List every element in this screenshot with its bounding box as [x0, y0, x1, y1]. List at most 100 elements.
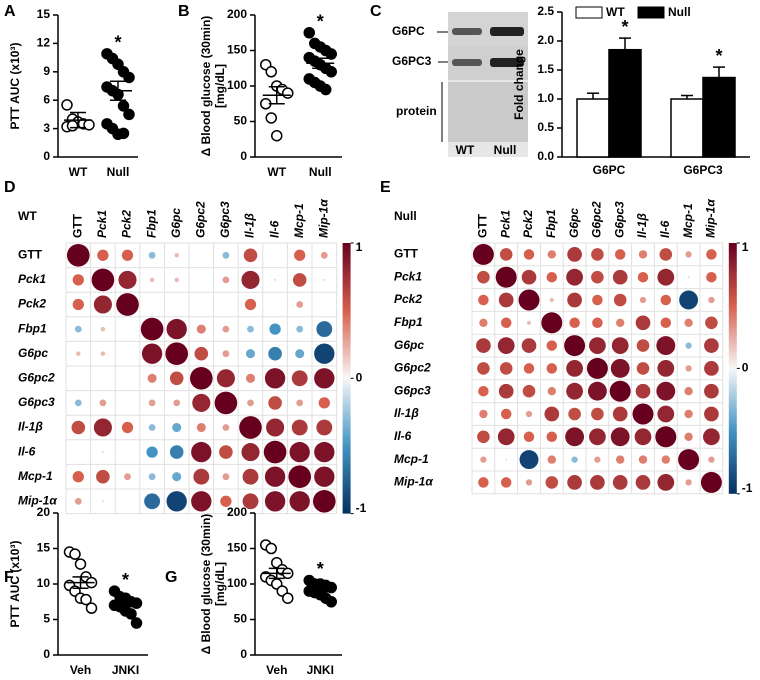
data-point: [325, 48, 337, 60]
correlation-circle: [241, 270, 260, 289]
correlation-circle: [269, 323, 281, 335]
y-tick-label: 150: [227, 43, 247, 57]
column-label: Pck2: [521, 210, 535, 238]
correlation-circle: [194, 346, 209, 361]
correlation-circle: [661, 455, 670, 464]
correlation-circle: [684, 387, 693, 396]
colorbar: [728, 243, 737, 494]
correlation-circle: [569, 317, 580, 329]
data-point: [303, 27, 315, 39]
correlation-circle: [291, 370, 308, 387]
y-tick-label: 200: [227, 505, 247, 519]
correlation-circle: [101, 500, 105, 503]
correlation-circle: [316, 419, 333, 436]
correlation-circle: [222, 276, 230, 284]
correlation-circle: [72, 298, 84, 311]
correlation-circle: [242, 493, 259, 510]
correlation-circle: [545, 476, 559, 489]
data-point: [325, 66, 337, 78]
correlation-circle: [519, 450, 539, 470]
correlation-circle: [288, 465, 312, 489]
correlation-circle: [74, 325, 82, 333]
data-point: [282, 592, 294, 604]
blot-lane-label: Null: [494, 143, 517, 157]
data-point: [61, 99, 73, 111]
correlation-circle: [587, 381, 607, 401]
correlation-circle: [320, 251, 328, 259]
data-point: [271, 129, 283, 142]
correlation-circle: [546, 340, 558, 351]
correlation-circle: [678, 449, 700, 471]
column-label: Pck1: [498, 210, 512, 238]
correlation-circle: [296, 301, 304, 308]
correlation-circle: [72, 471, 84, 483]
row-label: G6pc2: [18, 370, 55, 384]
correlation-circle: [566, 268, 583, 286]
x-tick-label: JNKI: [307, 663, 334, 677]
correlation-circle: [274, 254, 276, 256]
correlation-circle: [263, 440, 287, 464]
correlation-circle: [247, 325, 254, 333]
error-bar: [587, 92, 599, 99]
correlation-circle: [312, 489, 336, 513]
correlation-circle: [77, 451, 79, 453]
data-point: [125, 608, 137, 620]
correlation-circle: [498, 292, 514, 308]
correlation-circle: [591, 270, 604, 284]
correlation-circle: [547, 387, 556, 396]
y-tick-label: 1.5: [537, 62, 554, 76]
correlation-circle: [100, 326, 106, 332]
correlation-circle: [141, 343, 163, 364]
correlation-circle: [590, 475, 605, 490]
y-axis-label: [mg/dL]: [213, 562, 227, 606]
blot-band: [490, 27, 524, 36]
x-tick-label: WT: [267, 165, 286, 179]
sem-bar: [268, 85, 285, 105]
corner-label: WT: [18, 209, 37, 223]
column-label: Mip-1α: [316, 199, 330, 238]
significance-star: *: [317, 559, 324, 579]
y-axis-label: Δ Blood glucose (30min): [199, 16, 213, 157]
row-label: GTT: [18, 247, 43, 261]
correlation-circle: [616, 455, 625, 464]
correlation-circle: [687, 276, 690, 279]
row-label: Mip-1α: [18, 493, 57, 507]
y-axis-label: Fold change: [512, 49, 526, 120]
correlation-circle: [614, 249, 626, 260]
correlation-circle: [264, 491, 286, 512]
sem-bar: [70, 111, 86, 129]
correlation-circle: [705, 316, 718, 330]
bar: [670, 98, 704, 158]
correlation-circle: [679, 290, 699, 310]
correlation-circle: [99, 399, 107, 407]
significance-star: *: [715, 46, 722, 66]
correlation-circle: [289, 491, 310, 512]
correlation-circle: [314, 441, 335, 463]
correlation-circle: [477, 430, 490, 444]
y-tick-label: 3: [43, 121, 50, 135]
correlation-circle: [571, 456, 578, 463]
correlation-circle: [478, 385, 489, 397]
column-label: Mcp-1: [681, 203, 695, 238]
data-point: [265, 66, 277, 78]
correlation-circle: [74, 399, 82, 407]
correlation-circle: [296, 399, 304, 407]
panel-label: A: [4, 3, 16, 20]
correlation-circle: [174, 277, 179, 283]
correlation-circle: [148, 424, 156, 431]
correlation-circle: [497, 428, 515, 446]
correlation-circle: [476, 338, 491, 353]
correlation-circle: [567, 247, 582, 262]
correlation-circle: [592, 294, 603, 306]
y-axis-label: PTT AUC (x10³): [8, 43, 22, 130]
correlation-circle: [589, 337, 606, 354]
correlation-circle: [568, 407, 581, 421]
y-tick-label: 50: [234, 612, 248, 626]
correlation-circle: [191, 491, 212, 512]
column-label: Fbp1: [144, 209, 158, 238]
blot-loading-label: protein: [396, 104, 437, 118]
x-tick-label: JNKI: [112, 663, 139, 677]
data-point: [66, 120, 79, 132]
correlation-circle: [660, 317, 672, 329]
